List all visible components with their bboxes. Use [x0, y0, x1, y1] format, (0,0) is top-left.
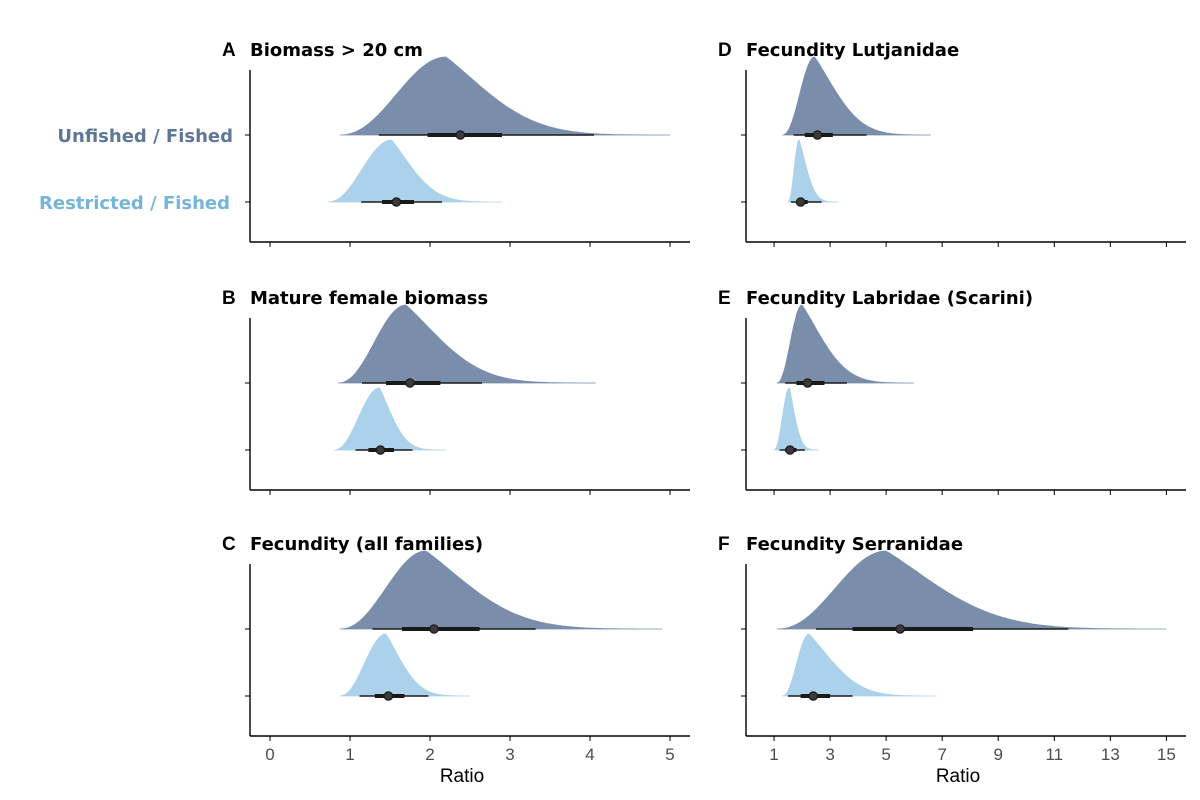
panel-letter-d: D — [718, 40, 732, 61]
density-unfished — [782, 56, 931, 136]
panel-a: A Biomass > 20 cm — [222, 40, 690, 247]
panel-letter-f: F — [718, 534, 730, 555]
density-unfished — [339, 56, 670, 136]
panel-title-b: Mature female biomass — [250, 288, 488, 309]
panel-title-f: Fecundity Serranidae — [746, 534, 963, 555]
panel-title-d: Fecundity Lutjanidae — [746, 40, 959, 61]
x-tick-label: 9 — [993, 745, 1002, 764]
x-tick-label: 1 — [345, 745, 354, 764]
panel-title-a: Biomass > 20 cm — [250, 40, 423, 61]
panel-letter-a: A — [222, 40, 236, 61]
legend-unfished: Unfished / Fished — [57, 126, 233, 147]
panel-title-c: Fecundity (all families) — [250, 534, 483, 555]
panel-d: D Fecundity Lutjanidae — [718, 40, 1186, 247]
median-point-restricted — [375, 445, 386, 455]
density-unfished — [337, 304, 596, 384]
median-point-restricted — [795, 197, 806, 207]
x-tick-label: 13 — [1101, 745, 1120, 764]
panel-c: C Fecundity (all families) 0 1 2 3 4 5 Ratio — [222, 534, 690, 787]
median-point-restricted — [785, 445, 795, 455]
panel-letter-b: B — [222, 288, 236, 309]
density-restricted — [774, 387, 819, 451]
density-restricted — [787, 139, 839, 203]
median-point-restricted — [391, 197, 402, 207]
legend-restricted: Restricted / Fished — [39, 193, 230, 214]
median-point-unfished — [455, 130, 466, 140]
density-restricted — [782, 633, 937, 697]
median-point-restricted — [383, 691, 394, 701]
x-tick-label: 3 — [505, 745, 514, 764]
density-restricted — [327, 139, 502, 203]
x-tick-label: 3 — [825, 745, 834, 764]
density-unfished — [776, 304, 915, 384]
x-axis-title: Ratio — [440, 766, 484, 787]
density-restricted — [334, 387, 446, 451]
x-tick-label: 7 — [937, 745, 946, 764]
x-tick-label: 15 — [1157, 745, 1176, 764]
median-point-restricted — [808, 691, 819, 701]
panel-b: B Mature female biomass — [222, 288, 690, 495]
x-tick-label: 5 — [881, 745, 890, 764]
density-restricted — [339, 633, 470, 697]
panel-e: E Fecundity Labridae (Scarini) — [718, 288, 1186, 495]
median-point-unfished — [812, 130, 823, 140]
median-point-unfished — [895, 624, 905, 634]
median-point-unfished — [429, 624, 439, 634]
panel-title-e: Fecundity Labridae (Scarini) — [746, 288, 1033, 309]
median-point-unfished — [802, 378, 813, 388]
density-unfished — [776, 550, 1167, 630]
x-tick-label: 11 — [1045, 745, 1063, 764]
x-tick-label: 1 — [769, 745, 778, 764]
x-tick-label: 2 — [425, 745, 434, 764]
panel-letter-c: C — [222, 534, 236, 555]
density-unfished — [339, 550, 662, 630]
x-axis-title: Ratio — [936, 766, 980, 787]
x-tick-label: 4 — [585, 745, 594, 764]
x-tick-label: 5 — [665, 745, 674, 764]
panel-letter-e: E — [718, 288, 731, 309]
median-point-unfished — [405, 378, 415, 388]
x-tick-label: 0 — [265, 745, 274, 764]
